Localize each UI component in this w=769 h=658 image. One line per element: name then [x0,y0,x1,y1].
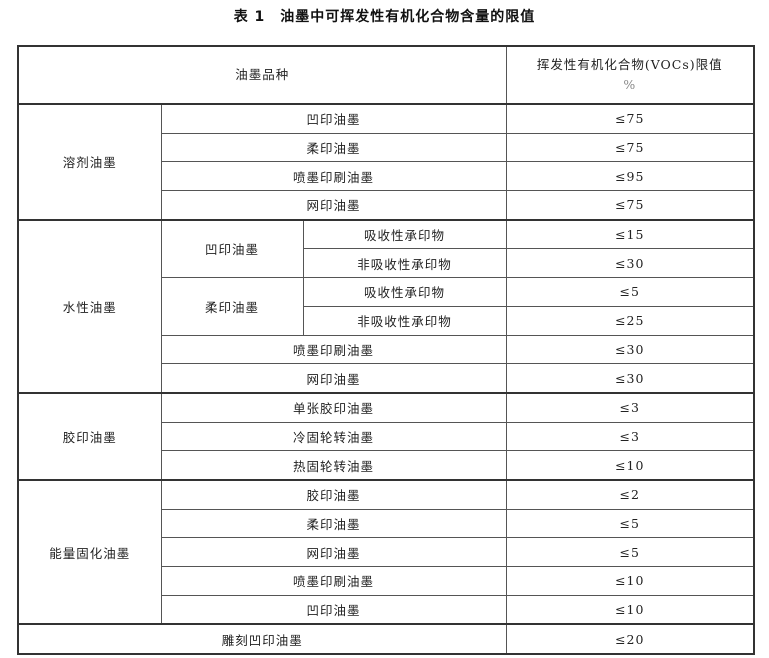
category-cell: 雕刻凹印油墨 [17,623,507,655]
ink-type-cell: 凹印油墨 [160,218,304,279]
ink-type-cell: 单张胶印油墨 [160,391,507,423]
table-row: 非吸收性承印物 ≤25 [18,305,755,336]
limit-cell: ≤3 [505,391,755,423]
limit-cell: ≤20 [505,623,755,655]
ink-type-cell: 柔印油墨 [160,508,507,539]
ink-type-cell: 喷墨印刷油墨 [160,161,507,192]
ink-type-cell: 网印油墨 [160,363,507,394]
header-row: 油墨品种 挥发性有机化合物(VOCs)限值 % [17,45,755,105]
ink-type-cell: 喷墨印刷油墨 [160,566,507,596]
table-row: 雕刻凹印油墨 ≤20 [17,623,755,655]
ink-type-cell: 冷固轮转油墨 [160,421,507,452]
limit-cell: ≤5 [505,537,755,567]
table-row: 柔印油墨 吸收性承印物 ≤5 [18,277,755,336]
substrate-cell: 吸收性承印物 [302,218,507,250]
limit-cell: ≤30 [505,334,755,365]
category-cell: 胶印油墨 [17,391,162,481]
table-row: 喷墨印刷油墨 ≤10 [18,566,755,596]
ink-type-cell: 胶印油墨 [160,478,507,510]
limit-cell: ≤30 [505,248,755,279]
substrate-cell: 非吸收性承印物 [302,305,507,336]
ink-type-cell: 网印油墨 [160,537,507,567]
table-row: 网印油墨 ≤75 [18,190,755,221]
table-row: 溶剂油墨 凹印油墨 ≤75 [17,102,755,221]
limit-cell: ≤10 [505,450,755,481]
table-row: 网印油墨 ≤30 [18,363,755,394]
table-row: 胶印油墨 单张胶印油墨 ≤3 [17,391,755,481]
table-row: 柔印油墨 ≤5 [18,508,755,539]
table-title: 表 1 油墨中可挥发性有机化合物含量的限值 [233,9,536,25]
substrate-cell: 吸收性承印物 [302,277,507,307]
limit-cell: ≤75 [505,132,755,163]
limit-cell: ≤75 [505,190,755,221]
ink-type-cell: 柔印油墨 [160,132,507,163]
limit-cell: ≤10 [505,566,755,596]
category-cell: 溶剂油墨 [17,103,162,221]
table-row: 热固轮转油墨 ≤10 [18,450,755,481]
ink-type-cell: 凹印油墨 [160,594,507,625]
table-row: 凹印油墨 ≤10 [18,594,755,625]
header-category: 油墨品种 [17,45,507,105]
limit-cell: ≤15 [505,218,755,250]
limit-cell: ≤25 [505,305,755,336]
header-limit-label: 挥发性有机化合物(VOCs)限值 [536,57,723,72]
ink-type-cell: 热固轮转油墨 [160,450,507,481]
voc-limits-table: 油墨品种 挥发性有机化合物(VOCs)限值 % 溶剂油墨 凹印油墨 ≤75 柔印油墨 ≤… [17,45,756,656]
ink-type-cell: 喷墨印刷油墨 [160,334,507,365]
limit-cell: ≤5 [505,277,755,307]
table-row: 喷墨印刷油墨 ≤30 [18,334,755,365]
ink-type-cell: 凹印油墨 [160,102,507,134]
substrate-cell: 非吸收性承印物 [302,248,507,279]
limit-cell: ≤10 [505,594,755,625]
header-limit-unit: % [623,77,637,92]
limit-cell: ≤30 [505,363,755,394]
category-cell: 能量固化油墨 [17,478,162,625]
header-limit: 挥发性有机化合物(VOCs)限值 % [505,45,755,105]
limit-cell: ≤5 [505,508,755,539]
table-row: 非吸收性承印物 ≤30 [18,248,755,279]
limit-cell: ≤2 [505,478,755,510]
limit-cell: ≤75 [505,102,755,134]
table-row: 水性油墨 凹印油墨 吸收性承印物 ≤15 [17,218,755,394]
ink-type-cell: 柔印油墨 [160,277,304,336]
table-row: 能量固化油墨 胶印油墨 ≤2 [17,478,755,625]
limit-cell: ≤3 [505,421,755,452]
category-cell: 水性油墨 [17,218,162,394]
table-row: 网印油墨 ≤5 [18,537,755,567]
ink-type-cell: 网印油墨 [160,190,507,221]
table-row: 喷墨印刷油墨 ≤95 [18,161,755,192]
limit-cell: ≤95 [505,161,755,192]
table-row: 柔印油墨 ≤75 [18,132,755,163]
